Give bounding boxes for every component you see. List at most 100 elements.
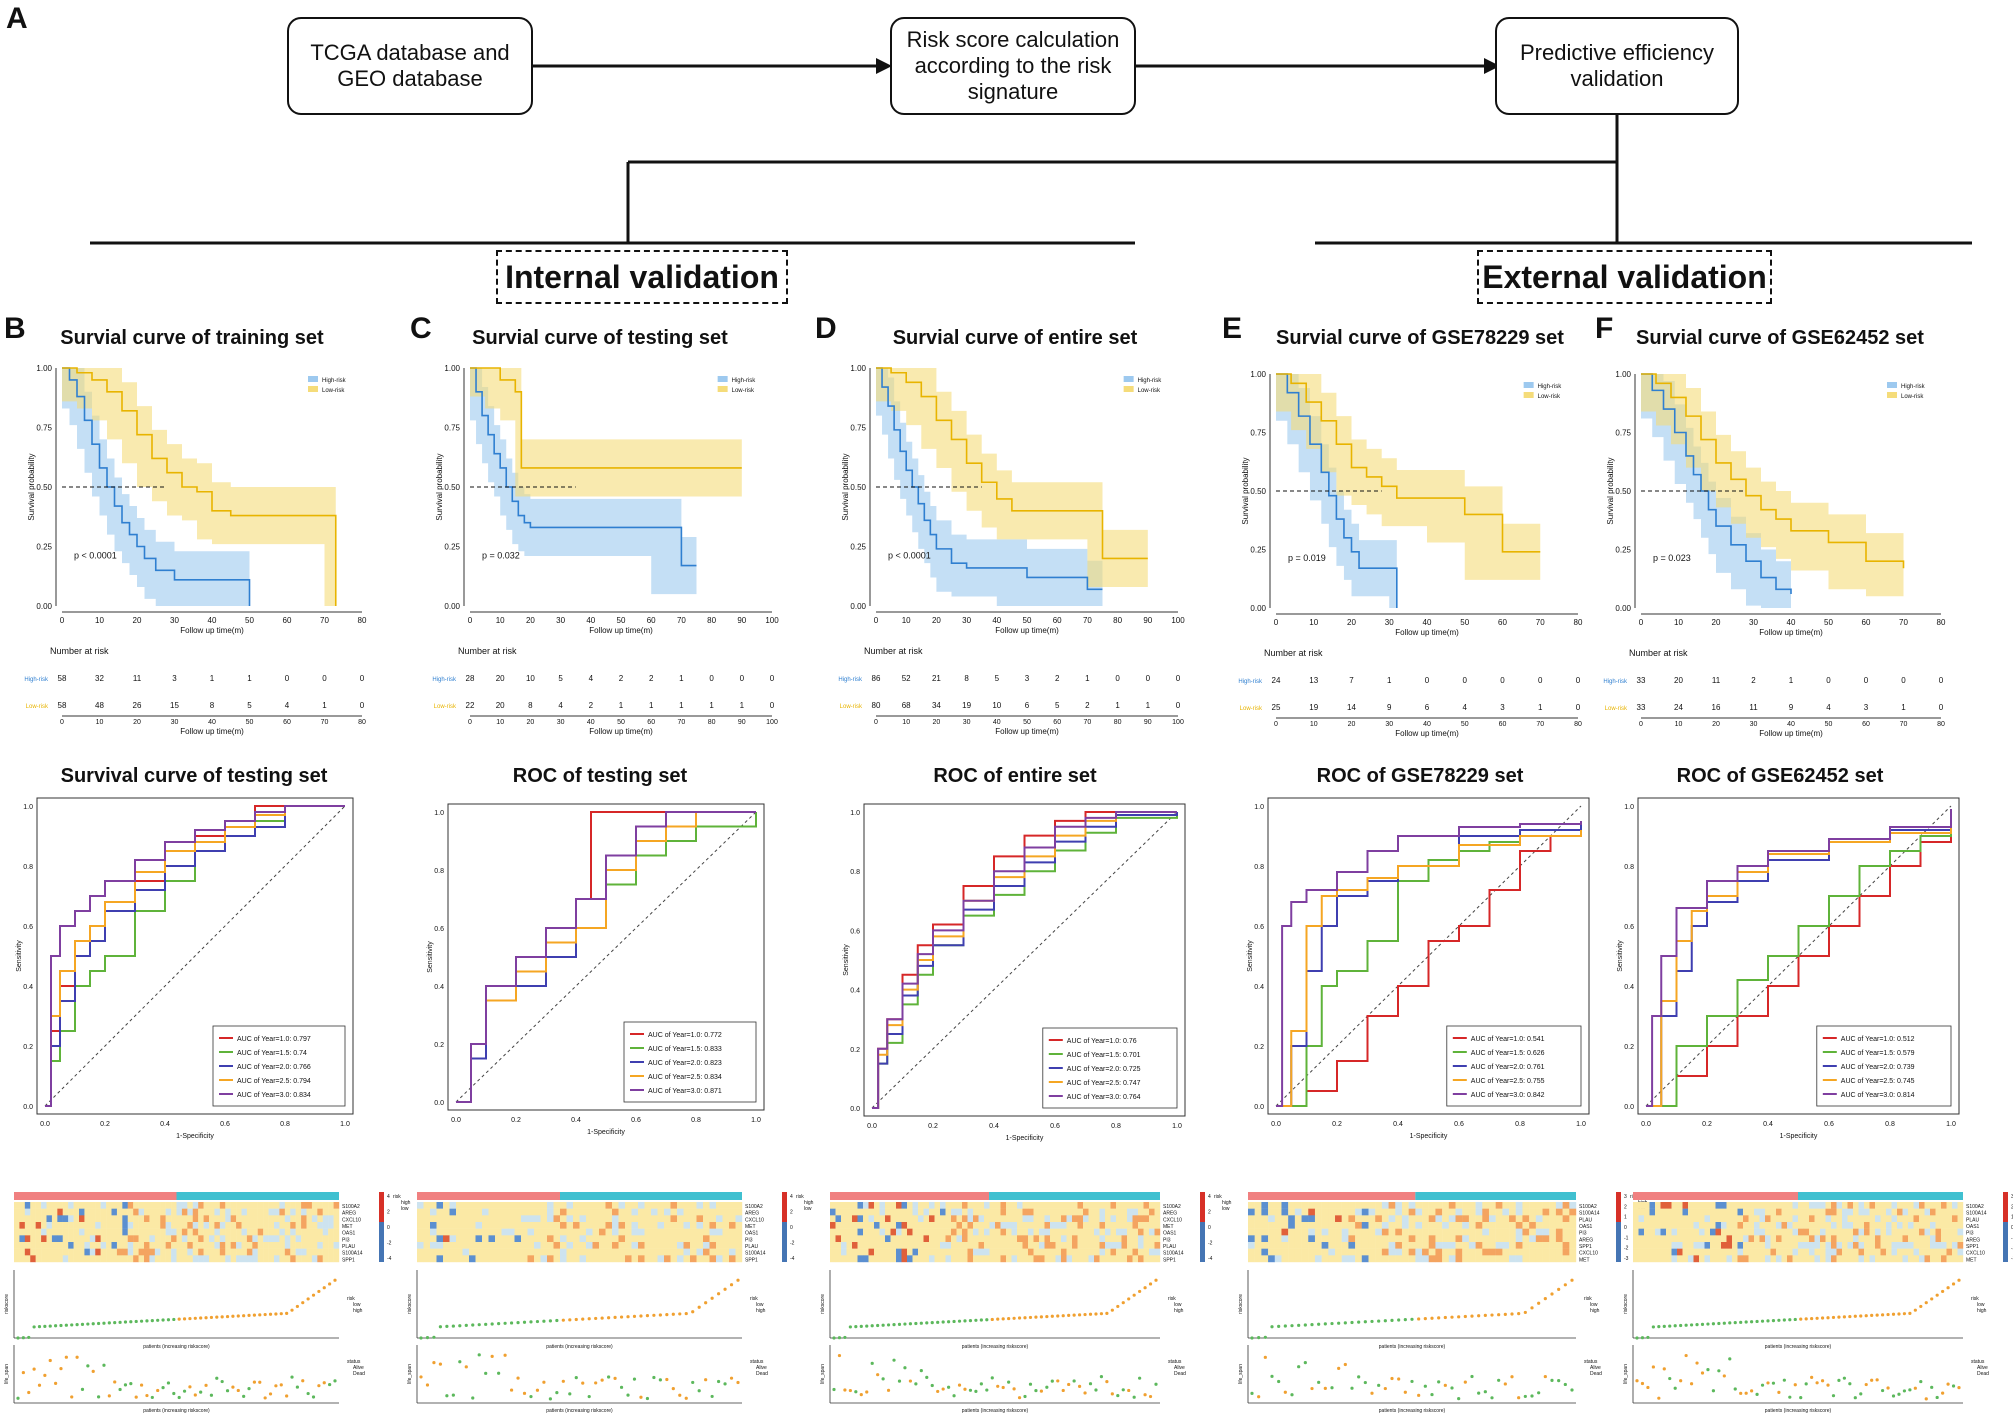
heatmap-cell [683,1242,691,1249]
heatmap-cell [1475,1208,1483,1216]
riskscore-point [16,1336,20,1340]
heatmap-cell [508,1202,515,1209]
heatmap-cell [317,1235,323,1243]
heatmap-cell [62,1235,69,1243]
p-value: p < 0.0001 [888,550,931,560]
y-tick-label: 0.00 [1250,604,1266,613]
risk-count-low: 5 [247,701,252,710]
risk-count-high: 0 [1425,676,1430,685]
roc-y-tick: 1.0 [850,810,860,817]
heatmap-cell [1254,1215,1262,1223]
heatmap-cell [1864,1235,1870,1243]
heatmap-cell [1050,1255,1056,1263]
heatmap-cell [1408,1242,1416,1249]
heatmap-cell [1957,1215,1964,1223]
heatmap-cell [1836,1208,1843,1216]
time-point [295,1385,299,1389]
roc-curve-year-3-0 [456,811,756,1103]
risk-count-low: 0 [1939,703,1944,712]
time-y-label: life_span [407,1364,413,1384]
gene-label: CXCL10 [1579,1251,1598,1257]
heatmap-cell [984,1202,990,1209]
heatmap-cell [1083,1222,1089,1229]
colorbar-tick: -1 [1624,1235,1629,1241]
heatmap-cell [912,1215,919,1223]
heatmap-cell [1913,1242,1920,1249]
heatmap-cell [1562,1208,1570,1216]
heatmap-cell [1368,1248,1376,1256]
heatmap-cell [171,1235,177,1243]
heatmap-cell [967,1222,974,1229]
riskscore-point [1530,1306,1534,1310]
heatmap-cell [644,1208,652,1216]
heatmap-cell [106,1202,112,1209]
heatmap-cell [1809,1242,1815,1249]
heatmap-cell [1869,1242,1876,1249]
heatmap-cell [1381,1208,1389,1216]
heatmap-cell [973,1242,979,1249]
heatmap-cell [735,1242,743,1249]
heatmap-cell [198,1248,204,1256]
heatmap-cell [696,1242,704,1249]
heatmap-cell [995,1202,1001,1209]
heatmap-cell [1891,1248,1898,1256]
riskscore-y-label: riskscore [4,1294,10,1314]
heatmap-cell [857,1222,864,1229]
heatmap-cell [501,1235,509,1243]
heatmap-cell [631,1215,639,1223]
heatmap-cell [1061,1202,1067,1209]
riskscore-point [881,1323,885,1327]
time-point [516,1376,520,1380]
heatmap-cell [716,1242,723,1249]
riskscore-point [1935,1293,1939,1297]
riskscore-point [1463,1314,1467,1319]
heatmap-cell [1682,1208,1689,1216]
heatmap-cell [962,1235,968,1243]
time-point [1570,1388,1574,1392]
heatmap-cell [73,1222,80,1229]
heatmap-cell [417,1222,424,1229]
time-point [1099,1375,1104,1379]
heatmap-cell [841,1215,847,1223]
riskscore-legend-low: low [1590,1302,1598,1308]
y-tick-label: 1.00 [36,364,52,373]
heatmap-cell [225,1242,231,1249]
heatmap-cell [171,1215,177,1223]
heatmap-cell [1847,1228,1854,1236]
heatmap-cell [967,1208,974,1216]
heatmap-cell [116,1222,123,1229]
heatmap-cell [1261,1228,1269,1236]
heatmap-cell [488,1202,496,1209]
heatmap-cell [1825,1242,1832,1249]
heatmap-cell [436,1202,444,1209]
heatmap-cell [41,1235,47,1243]
heatmap-cell [1000,1248,1007,1256]
heatmap-cell [1842,1215,1848,1223]
heatmap-cell [1254,1228,1262,1236]
heatmap-cell [830,1235,836,1243]
heatmap-cell [1022,1255,1029,1263]
heatmap-cell [1099,1242,1106,1249]
heatmap-cell [79,1255,85,1263]
risk-count-low: 2 [1085,701,1090,710]
y-tick-label: 0.75 [1615,429,1631,438]
heatmap-cell [918,1235,924,1243]
roc-frame [863,803,1186,1117]
time-point [1684,1353,1688,1358]
heatmap-cell [1154,1208,1161,1216]
heatmap-cell [462,1242,470,1249]
risk-x-tick: 80 [1937,721,1945,728]
heatmap-cell [1061,1208,1067,1216]
heatmap-cell [1633,1208,1639,1216]
heatmap-cell [1375,1255,1383,1263]
x-tick-label: 40 [586,616,595,625]
risk-count-high: 0 [1576,676,1581,685]
heatmap-cell [612,1242,619,1249]
heatmap-cell [1110,1242,1117,1249]
heatmap-cell [1644,1208,1650,1216]
heatmap-cell [1127,1255,1133,1263]
roc-x-label: 1-Specificity [1006,1135,1044,1142]
time-point [1490,1396,1494,1400]
x-tick-label: 20 [133,616,142,625]
heatmap-cell [192,1215,199,1223]
